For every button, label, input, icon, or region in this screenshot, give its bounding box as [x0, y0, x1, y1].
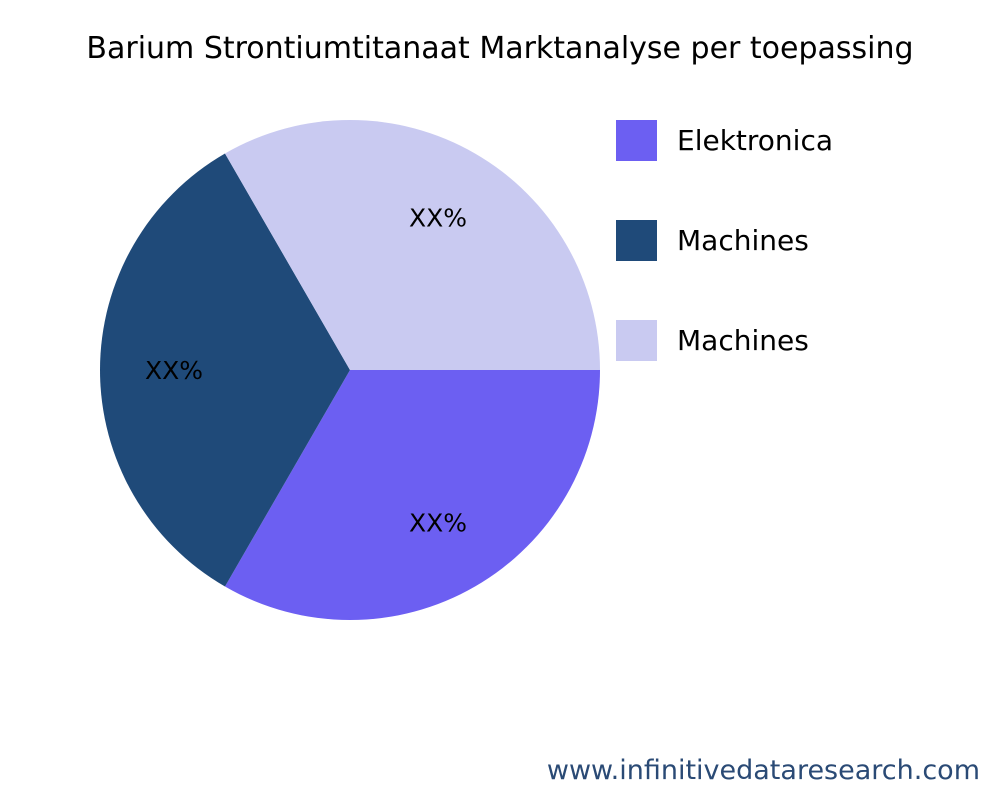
- legend-label: Machines: [677, 224, 809, 257]
- legend-swatch: [616, 320, 657, 361]
- legend-swatch: [616, 220, 657, 261]
- legend-label: Machines: [677, 324, 809, 357]
- footer-url: www.infinitivedataresearch.com: [547, 755, 980, 786]
- legend-label: Elektronica: [677, 124, 833, 157]
- chart-title: Barium Strontiumtitanaat Marktanalyse pe…: [86, 31, 913, 66]
- slice-data-label: XX%: [409, 204, 467, 233]
- pie-slice-3: [225, 119, 600, 370]
- slice-data-label: XX%: [409, 508, 467, 537]
- pie-slice-1: [225, 370, 600, 620]
- slice-data-label: XX%: [145, 356, 203, 385]
- legend-swatch: [616, 120, 657, 161]
